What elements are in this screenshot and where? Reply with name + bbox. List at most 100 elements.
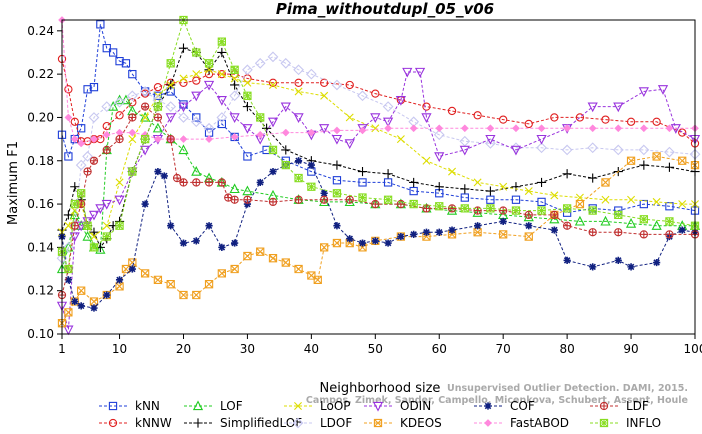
- data-point-cof: [77, 302, 85, 310]
- series-line-ldf: [61, 105, 695, 296]
- data-point-inflo: [460, 204, 469, 213]
- data-point-loop: [473, 178, 482, 187]
- data-point-ldof: [536, 142, 547, 154]
- data-point-odin: [95, 204, 106, 214]
- legend-marker-inflo: [599, 418, 609, 428]
- data-point-fastabod: [179, 135, 188, 144]
- data-point-inflo: [192, 48, 201, 57]
- data-point-fastabod: [90, 135, 98, 144]
- data-point-ldf: [499, 206, 508, 215]
- data-point-lof: [242, 185, 253, 196]
- series-line-odin: [61, 71, 696, 330]
- data-point-simplifiedlof: [639, 160, 649, 170]
- y-tick-label: 0.24: [27, 24, 54, 38]
- legend-label-inflo: INFLO: [626, 416, 661, 430]
- data-point-loop: [601, 195, 610, 204]
- data-point-odin: [319, 124, 330, 134]
- data-point-loop: [115, 178, 124, 187]
- data-point-cof: [141, 200, 149, 208]
- legend-item-knnw: kNNW: [99, 416, 172, 430]
- x-axis-label: Neighborhood size: [320, 381, 441, 396]
- data-point-cof: [346, 235, 354, 243]
- legend-marker-lof: [192, 400, 204, 411]
- data-point-knn: [115, 56, 124, 66]
- data-point-kdeos: [626, 156, 636, 165]
- legend-label-knnw: kNNW: [135, 416, 172, 430]
- data-point-lof: [95, 243, 106, 254]
- data-point-lof: [625, 217, 637, 228]
- data-point-simplifiedlof: [409, 177, 419, 188]
- data-point-knnw: [192, 76, 201, 85]
- data-point-ldf: [172, 173, 182, 183]
- data-point-cof: [243, 200, 252, 208]
- data-point-lof: [178, 144, 189, 155]
- data-point-ldf: [524, 210, 533, 220]
- data-point-inflo: [435, 202, 444, 211]
- data-point-simplifiedlof: [562, 169, 572, 179]
- data-point-simplifiedlof: [664, 162, 675, 172]
- data-point-odin: [242, 124, 253, 134]
- legend-marker-odin: [372, 401, 384, 412]
- data-point-odin: [76, 221, 87, 232]
- data-point-cof: [678, 226, 686, 234]
- data-point-loop: [320, 91, 329, 100]
- data-point-odin: [165, 113, 176, 124]
- data-point-ldof: [165, 101, 177, 112]
- series-line-knnw: [61, 58, 696, 144]
- data-point-ldf: [179, 178, 188, 187]
- data-point-knn: [243, 152, 252, 161]
- data-point-kdeos: [243, 251, 252, 261]
- data-point-odin: [88, 210, 100, 221]
- data-point-inflo: [588, 206, 597, 215]
- legend-label-kdeos: KDEOS: [400, 416, 442, 430]
- data-point-ldf: [345, 195, 354, 204]
- data-point-ldf: [140, 102, 150, 111]
- data-point-ldf: [447, 204, 457, 213]
- y-tick-label: 0.18: [27, 154, 54, 168]
- data-point-odin: [229, 113, 240, 124]
- legend-label-lof: LOF: [220, 399, 243, 413]
- data-point-inflo: [204, 59, 214, 68]
- data-point-cof: [231, 239, 239, 247]
- data-point-lof: [600, 215, 611, 226]
- series-ldof: [56, 51, 701, 264]
- data-point-cof: [218, 243, 226, 251]
- data-point-inflo: [77, 189, 86, 198]
- data-point-ldf: [562, 221, 572, 230]
- data-point-ldof: [612, 144, 624, 156]
- data-point-ldf: [192, 178, 201, 187]
- series-line-inflo: [61, 18, 696, 270]
- data-point-ldof: [305, 68, 317, 80]
- data-point-inflo: [358, 193, 367, 202]
- data-point-kdeos: [499, 230, 508, 239]
- data-point-simplifiedlof: [485, 186, 495, 196]
- data-point-knn: [96, 20, 105, 29]
- legend-item-ldof: LDOF: [284, 416, 352, 430]
- data-point-cof: [627, 263, 635, 271]
- data-point-fastabod: [384, 124, 393, 133]
- data-point-cof: [320, 189, 328, 197]
- legend-label-ldf: LDF: [626, 399, 649, 413]
- legend-item-inflo: INFLO: [590, 416, 661, 430]
- data-point-inflo: [486, 204, 495, 213]
- data-point-cof: [160, 172, 168, 180]
- legend-item-ldf: LDF: [590, 399, 649, 413]
- data-point-fastabod: [563, 124, 572, 133]
- data-point-odin: [382, 117, 394, 128]
- legend-marker-ldf: [599, 401, 609, 411]
- data-point-inflo: [64, 264, 73, 274]
- data-point-ldof: [82, 151, 93, 162]
- data-point-lof: [140, 111, 151, 122]
- data-point-loop: [294, 87, 303, 96]
- data-point-knnw: [499, 115, 508, 124]
- data-point-fastabod: [281, 128, 290, 137]
- data-point-odin: [69, 232, 80, 243]
- data-point-ldf: [243, 195, 252, 204]
- data-point-knn: [102, 44, 111, 53]
- data-point-fastabod: [665, 124, 674, 133]
- data-point-fastabod: [230, 132, 239, 141]
- data-point-inflo: [140, 134, 150, 144]
- data-point-odin: [510, 145, 522, 156]
- data-point-ldf: [294, 195, 303, 204]
- data-point-ldof: [139, 86, 151, 97]
